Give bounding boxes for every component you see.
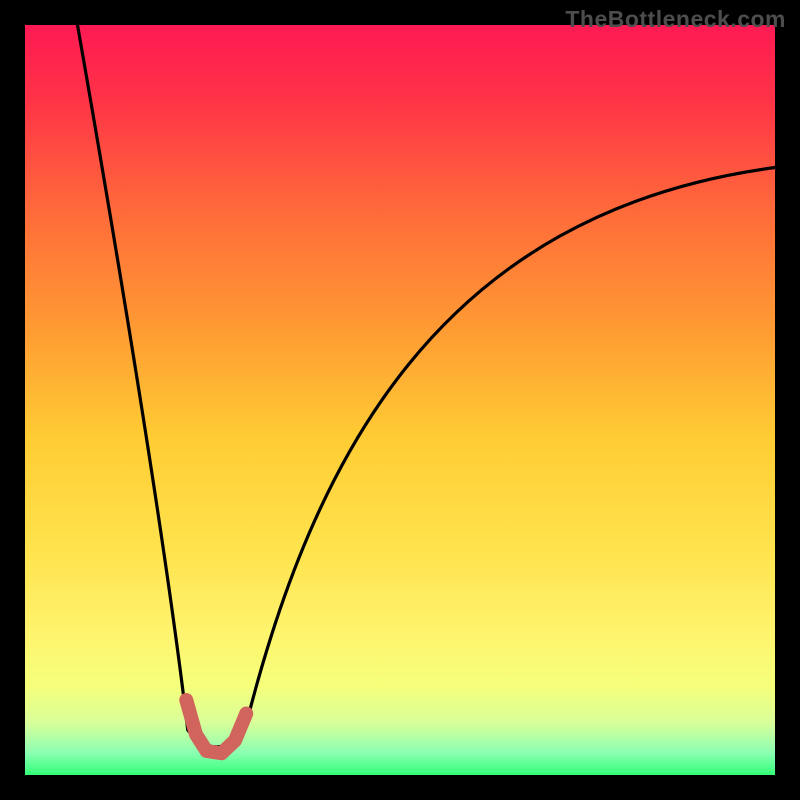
bottleneck-chart-root: TheBottleneck.com [0, 0, 800, 800]
watermark-text: TheBottleneck.com [565, 6, 786, 33]
chart-background [25, 25, 775, 775]
chart-svg [0, 0, 800, 800]
